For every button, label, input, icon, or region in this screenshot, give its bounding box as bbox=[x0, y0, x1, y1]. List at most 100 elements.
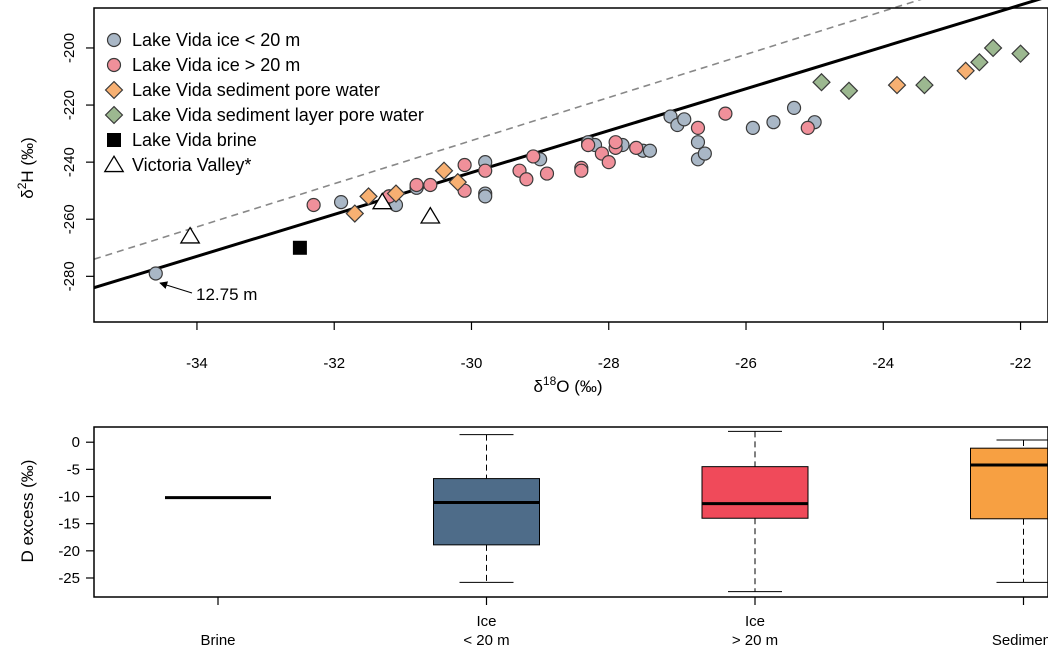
data-point bbox=[956, 61, 975, 81]
y-tick-label: -15 bbox=[58, 516, 80, 533]
data-point bbox=[697, 146, 712, 161]
data-point bbox=[581, 137, 596, 153]
legend-marker bbox=[104, 80, 124, 100]
data-point bbox=[642, 143, 658, 158]
scatter-points bbox=[148, 38, 1030, 281]
box-iqr bbox=[970, 447, 1048, 520]
box-plot: 0 -5 -10 -15 -20 -25 Brine Ice < 20 m Ice > 20 m S… bbox=[18, 426, 1048, 649]
data-point bbox=[333, 195, 349, 210]
data-point bbox=[812, 72, 831, 92]
x-tick-label: -24 bbox=[872, 355, 894, 372]
x-tick-label: -26 bbox=[735, 355, 757, 372]
legend-marker bbox=[106, 32, 122, 48]
data-point bbox=[970, 52, 989, 72]
y-tick-label: 0 bbox=[72, 434, 80, 451]
data-point bbox=[786, 100, 802, 116]
annotation-arrow bbox=[159, 281, 193, 294]
data-point bbox=[423, 177, 438, 193]
box-y-axis-label: D excess (‰) bbox=[18, 460, 37, 563]
dashed-reference-line bbox=[93, 0, 922, 260]
y-tick-label: -220 bbox=[61, 90, 78, 120]
data-point bbox=[539, 166, 555, 181]
legend-label: Lake Vida ice > 20 m bbox=[132, 55, 300, 75]
annotation-label: 12.75 m bbox=[196, 285, 257, 304]
reference-lines bbox=[93, 0, 1042, 290]
x-tick-label: -30 bbox=[461, 355, 483, 372]
data-point bbox=[690, 120, 706, 135]
data-point bbox=[629, 140, 644, 155]
data-point bbox=[800, 120, 815, 135]
data-point bbox=[608, 135, 623, 150]
legend-label: Lake Vida brine bbox=[132, 130, 257, 150]
x-category-label: Brine bbox=[200, 632, 235, 649]
data-point bbox=[887, 75, 907, 95]
x-tick-label: -22 bbox=[1010, 355, 1032, 372]
x-tick-label: -28 bbox=[598, 355, 620, 372]
scatter-x-ticks: -34 -32 -30 -28 -26 -24 -22 bbox=[186, 322, 1031, 372]
box-plot-frame bbox=[93, 426, 1048, 598]
data-point bbox=[345, 204, 365, 223]
data-point bbox=[448, 172, 468, 192]
data-point bbox=[457, 157, 472, 173]
data-point bbox=[766, 115, 781, 130]
data-point bbox=[371, 192, 393, 210]
legend-label: Lake Vida ice < 20 m bbox=[132, 30, 300, 50]
data-point bbox=[839, 81, 859, 101]
box-iqr bbox=[701, 466, 809, 519]
data-point bbox=[434, 161, 454, 181]
x-tick-label: -32 bbox=[323, 355, 345, 372]
legend-marker bbox=[103, 154, 125, 173]
y-tick-label: -240 bbox=[61, 147, 78, 177]
scatter-x-axis-label: δ18O (‰) bbox=[533, 374, 602, 396]
y-tick-label: -200 bbox=[61, 33, 78, 63]
data-point bbox=[915, 75, 934, 95]
data-point bbox=[677, 112, 692, 127]
data-point bbox=[478, 189, 493, 204]
data-point bbox=[478, 163, 493, 178]
box-iqr bbox=[433, 478, 540, 546]
data-point bbox=[292, 240, 307, 255]
data-point bbox=[179, 226, 201, 244]
y-tick-label: -280 bbox=[61, 261, 78, 291]
x-category-label: > 20 m bbox=[732, 632, 778, 649]
x-category-label: Ice bbox=[745, 613, 765, 630]
data-point bbox=[419, 206, 441, 224]
data-point bbox=[306, 197, 321, 213]
data-point bbox=[409, 177, 424, 193]
data-point bbox=[359, 187, 378, 206]
scatter-plot: -34 -32 -30 -28 -26 -24 -22 -280-260-240-220-2… bbox=[15, 0, 1048, 396]
data-point bbox=[745, 120, 760, 135]
annotation-12-75m: 12.75 m bbox=[159, 281, 257, 304]
x-category-label: Sediment bbox=[992, 632, 1048, 649]
x-category-label: Ice bbox=[476, 613, 496, 630]
x-category-label: < 20 m bbox=[463, 632, 509, 649]
legend-marker bbox=[107, 133, 121, 147]
data-point bbox=[574, 163, 589, 178]
legend: Lake Vida ice < 20 m Lake Vida ice > 20 m… bbox=[103, 30, 424, 175]
legend-label: Lake Vida sediment pore water bbox=[132, 80, 380, 100]
scatter-plot-frame bbox=[93, 7, 1048, 323]
box-y-ticks: 0 -5 -10 -15 -20 -25 bbox=[58, 434, 94, 587]
data-point bbox=[718, 106, 733, 121]
scatter-y-ticks: -280 -260 -240 -220 -200 bbox=[61, 33, 94, 291]
legend-label: Lake Vida sediment layer pore water bbox=[132, 105, 424, 125]
x-tick-label: -34 bbox=[186, 355, 208, 372]
data-point bbox=[526, 149, 541, 164]
data-point bbox=[601, 155, 616, 170]
data-point bbox=[148, 266, 163, 281]
y-tick-label: -10 bbox=[58, 489, 80, 506]
y-tick-label: -260 bbox=[61, 204, 78, 234]
y-tick-label: -20 bbox=[58, 543, 80, 560]
data-point bbox=[386, 184, 406, 203]
y-tick-label: -5 bbox=[67, 461, 80, 478]
y-tick-label: -25 bbox=[58, 570, 80, 587]
data-point bbox=[519, 172, 534, 187]
legend-marker bbox=[106, 57, 122, 73]
box-plot-boxes bbox=[165, 430, 1048, 593]
data-point bbox=[690, 135, 706, 150]
solid-regression-line bbox=[93, 0, 1042, 290]
legend-marker bbox=[104, 105, 124, 125]
legend-label: Victoria Valley* bbox=[132, 155, 251, 175]
